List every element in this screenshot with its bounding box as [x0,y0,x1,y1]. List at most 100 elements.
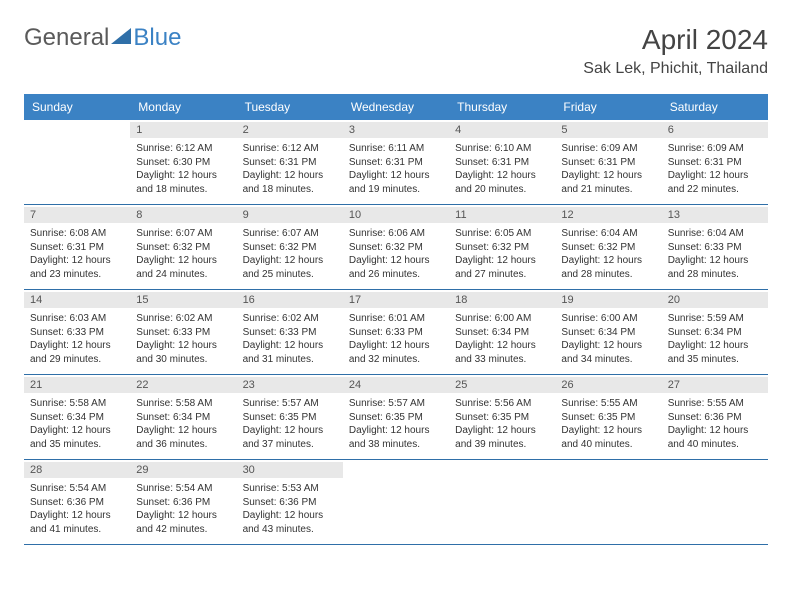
triangle-icon [111,26,131,51]
calendar-header-row: SundayMondayTuesdayWednesdayThursdayFrid… [24,94,768,120]
day-number: 6 [662,122,768,138]
page-title: April 2024 [583,24,768,56]
sunset-line: Sunset: 6:34 PM [30,411,124,425]
week-row: 21Sunrise: 5:58 AMSunset: 6:34 PMDayligh… [24,375,768,460]
sunrise-line: Sunrise: 6:11 AM [349,142,443,156]
sunrise-line: Sunrise: 6:06 AM [349,227,443,241]
calendar-header-cell: Wednesday [343,94,449,120]
top-row: General Blue April 2024 Sak Lek, Phichit… [24,24,768,78]
sunrise-line: Sunrise: 5:57 AM [349,397,443,411]
sunrise-line: Sunrise: 6:02 AM [243,312,337,326]
day-cell: 29Sunrise: 5:54 AMSunset: 6:36 PMDayligh… [130,460,236,544]
sunrise-line: Sunrise: 5:57 AM [243,397,337,411]
day-cell: 14Sunrise: 6:03 AMSunset: 6:33 PMDayligh… [24,290,130,374]
daylight-line: Daylight: 12 hours and 31 minutes. [243,339,337,366]
day-number: 2 [237,122,343,138]
day-number: 19 [555,292,661,308]
sunset-line: Sunset: 6:35 PM [455,411,549,425]
daylight-line: Daylight: 12 hours and 39 minutes. [455,424,549,451]
sunrise-line: Sunrise: 6:08 AM [30,227,124,241]
sunset-line: Sunset: 6:36 PM [136,496,230,510]
sunset-line: Sunset: 6:35 PM [349,411,443,425]
day-cell: 19Sunrise: 6:00 AMSunset: 6:34 PMDayligh… [555,290,661,374]
day-number: 26 [555,377,661,393]
day-cell: 3Sunrise: 6:11 AMSunset: 6:31 PMDaylight… [343,120,449,204]
sunrise-line: Sunrise: 5:54 AM [136,482,230,496]
day-number: 1 [130,122,236,138]
sunrise-line: Sunrise: 6:02 AM [136,312,230,326]
daylight-line: Daylight: 12 hours and 20 minutes. [455,169,549,196]
day-cell [24,120,130,204]
sunrise-line: Sunrise: 6:10 AM [455,142,549,156]
day-number: 28 [24,462,130,478]
sunrise-line: Sunrise: 6:07 AM [136,227,230,241]
sunset-line: Sunset: 6:32 PM [136,241,230,255]
day-number: 18 [449,292,555,308]
day-number: 3 [343,122,449,138]
day-number: 14 [24,292,130,308]
daylight-line: Daylight: 12 hours and 34 minutes. [561,339,655,366]
daylight-line: Daylight: 12 hours and 24 minutes. [136,254,230,281]
sunset-line: Sunset: 6:36 PM [30,496,124,510]
day-cell [555,460,661,544]
day-cell: 21 Sunrise: 5:58 AMSunset: 6:34 PMDayligh… [24,375,130,459]
daylight-line: Daylight: 12 hours and 27 minutes. [455,254,549,281]
sunset-line: Sunset: 6:32 PM [455,241,549,255]
title-block: April 2024 Sak Lek, Phichit, Thailand [583,24,768,78]
day-cell: 16Sunrise: 6:02 AMSunset: 6:33 PMDayligh… [237,290,343,374]
week-row: 14Sunrise: 6:03 AMSunset: 6:33 PMDayligh… [24,290,768,375]
daylight-line: Daylight: 12 hours and 18 minutes. [243,169,337,196]
day-cell: 8Sunrise: 6:07 AMSunset: 6:32 PMDaylight… [130,205,236,289]
day-cell: 25Sunrise: 5:56 AMSunset: 6:35 PMDayligh… [449,375,555,459]
day-number: 22 [130,377,236,393]
day-number: 16 [237,292,343,308]
sunrise-line: Sunrise: 6:09 AM [668,142,762,156]
day-cell: 20Sunrise: 5:59 AMSunset: 6:34 PMDayligh… [662,290,768,374]
day-cell: 27Sunrise: 5:55 AMSunset: 6:36 PMDayligh… [662,375,768,459]
logo-text-blue: Blue [133,24,181,52]
sunrise-line: Sunrise: 6:05 AM [455,227,549,241]
daylight-line: Daylight: 12 hours and 21 minutes. [561,169,655,196]
sunrise-line: Sunrise: 5:58 AM [30,397,124,411]
day-number: 7 [24,207,130,223]
daylight-line: Daylight: 12 hours and 38 minutes. [349,424,443,451]
daylight-line: Daylight: 12 hours and 28 minutes. [561,254,655,281]
sunset-line: Sunset: 6:31 PM [243,156,337,170]
day-cell: 12Sunrise: 6:04 AMSunset: 6:32 PMDayligh… [555,205,661,289]
calendar-header-cell: Thursday [449,94,555,120]
day-cell: 18Sunrise: 6:00 AMSunset: 6:34 PMDayligh… [449,290,555,374]
day-cell: 22Sunrise: 5:58 AMSunset: 6:34 PMDayligh… [130,375,236,459]
day-cell: 26Sunrise: 5:55 AMSunset: 6:35 PMDayligh… [555,375,661,459]
day-cell: 6 Sunrise: 6:09 AMSunset: 6:31 PMDaylight… [662,120,768,204]
daylight-line: Daylight: 12 hours and 36 minutes. [136,424,230,451]
daylight-line: Daylight: 12 hours and 41 minutes. [30,509,124,536]
sunset-line: Sunset: 6:34 PM [561,326,655,340]
day-number: 20 [662,292,768,308]
sunrise-line: Sunrise: 5:54 AM [30,482,124,496]
weeks-container: 1Sunrise: 6:12 AMSunset: 6:30 PMDaylight… [24,120,768,545]
daylight-line: Daylight: 12 hours and 40 minutes. [668,424,762,451]
day-number: 10 [343,207,449,223]
sunset-line: Sunset: 6:31 PM [668,156,762,170]
day-number: 23 [237,377,343,393]
day-cell: 17Sunrise: 6:01 AMSunset: 6:33 PMDayligh… [343,290,449,374]
sunset-line: Sunset: 6:34 PM [136,411,230,425]
daylight-line: Daylight: 12 hours and 25 minutes. [243,254,337,281]
sunset-line: Sunset: 6:30 PM [136,156,230,170]
day-cell [449,460,555,544]
sunset-line: Sunset: 6:33 PM [349,326,443,340]
day-number: 9 [237,207,343,223]
daylight-line: Daylight: 12 hours and 23 minutes. [30,254,124,281]
sunset-line: Sunset: 6:31 PM [455,156,549,170]
daylight-line: Daylight: 12 hours and 35 minutes. [30,424,124,451]
week-row: 1Sunrise: 6:12 AMSunset: 6:30 PMDaylight… [24,120,768,205]
sunset-line: Sunset: 6:31 PM [561,156,655,170]
sunset-line: Sunset: 6:35 PM [561,411,655,425]
day-cell: 10Sunrise: 6:06 AMSunset: 6:32 PMDayligh… [343,205,449,289]
day-number: 15 [130,292,236,308]
daylight-line: Daylight: 12 hours and 19 minutes. [349,169,443,196]
day-cell: 28 Sunrise: 5:54 AMSunset: 6:36 PMDayligh… [24,460,130,544]
day-number: 17 [343,292,449,308]
daylight-line: Daylight: 12 hours and 22 minutes. [668,169,762,196]
day-number: 21 [24,377,130,393]
